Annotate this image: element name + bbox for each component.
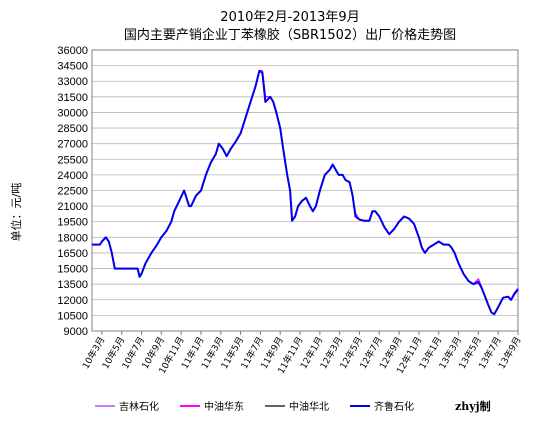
series-line-4 — [92, 69, 519, 316]
y-tick-label: 13500 — [57, 279, 88, 291]
y-tick-label: 28500 — [57, 123, 88, 135]
y-tick-label: 33000 — [57, 76, 88, 88]
y-tick-label: 30000 — [57, 107, 88, 119]
y-tick-label: 19500 — [57, 217, 88, 229]
chart-subtitle: 国内主要产销企业丁苯橡胶（SBR1502）出厂价格走势图 — [124, 27, 456, 43]
legend: 吉林石化 中油华东 中油华北 齐鲁石化 — [95, 400, 414, 413]
y-tick-label: 24000 — [57, 170, 88, 182]
credit-text: zhyj制 — [455, 399, 491, 413]
y-tick-label: 12000 — [57, 295, 88, 307]
series-lines — [92, 69, 519, 316]
y-tick-label: 27000 — [57, 139, 88, 151]
plot-area-frame — [91, 49, 519, 332]
y-tick-label: 21000 — [57, 201, 88, 213]
y-tick-label: 18000 — [57, 232, 88, 244]
y-tick-label: 25500 — [57, 154, 88, 166]
y-tick-label: 34500 — [57, 61, 88, 73]
legend-label: 齐鲁石化 — [374, 400, 414, 413]
y-tick-label: 9000 — [64, 326, 88, 338]
y-tick-label: 36000 — [57, 45, 88, 57]
y-tick-label: 15000 — [57, 264, 88, 276]
chart-title: 2010年2月-2013年9月 — [220, 10, 359, 25]
legend-label: 中油华东 — [204, 400, 244, 413]
legend-label: 吉林石化 — [119, 400, 159, 413]
y-tick-label: 31500 — [57, 92, 88, 104]
y-tick-label: 16500 — [57, 248, 88, 260]
y-tick-label: 10500 — [57, 310, 88, 322]
y-axis-ticks: 9000 10500 12000 13500 15000 16500 18000 19500 2… — [57, 45, 88, 338]
legend-label: 中油华北 — [289, 400, 329, 413]
y-tick-label: 22500 — [57, 186, 88, 198]
y-axis-label: 单位：元/吨 — [9, 183, 23, 242]
